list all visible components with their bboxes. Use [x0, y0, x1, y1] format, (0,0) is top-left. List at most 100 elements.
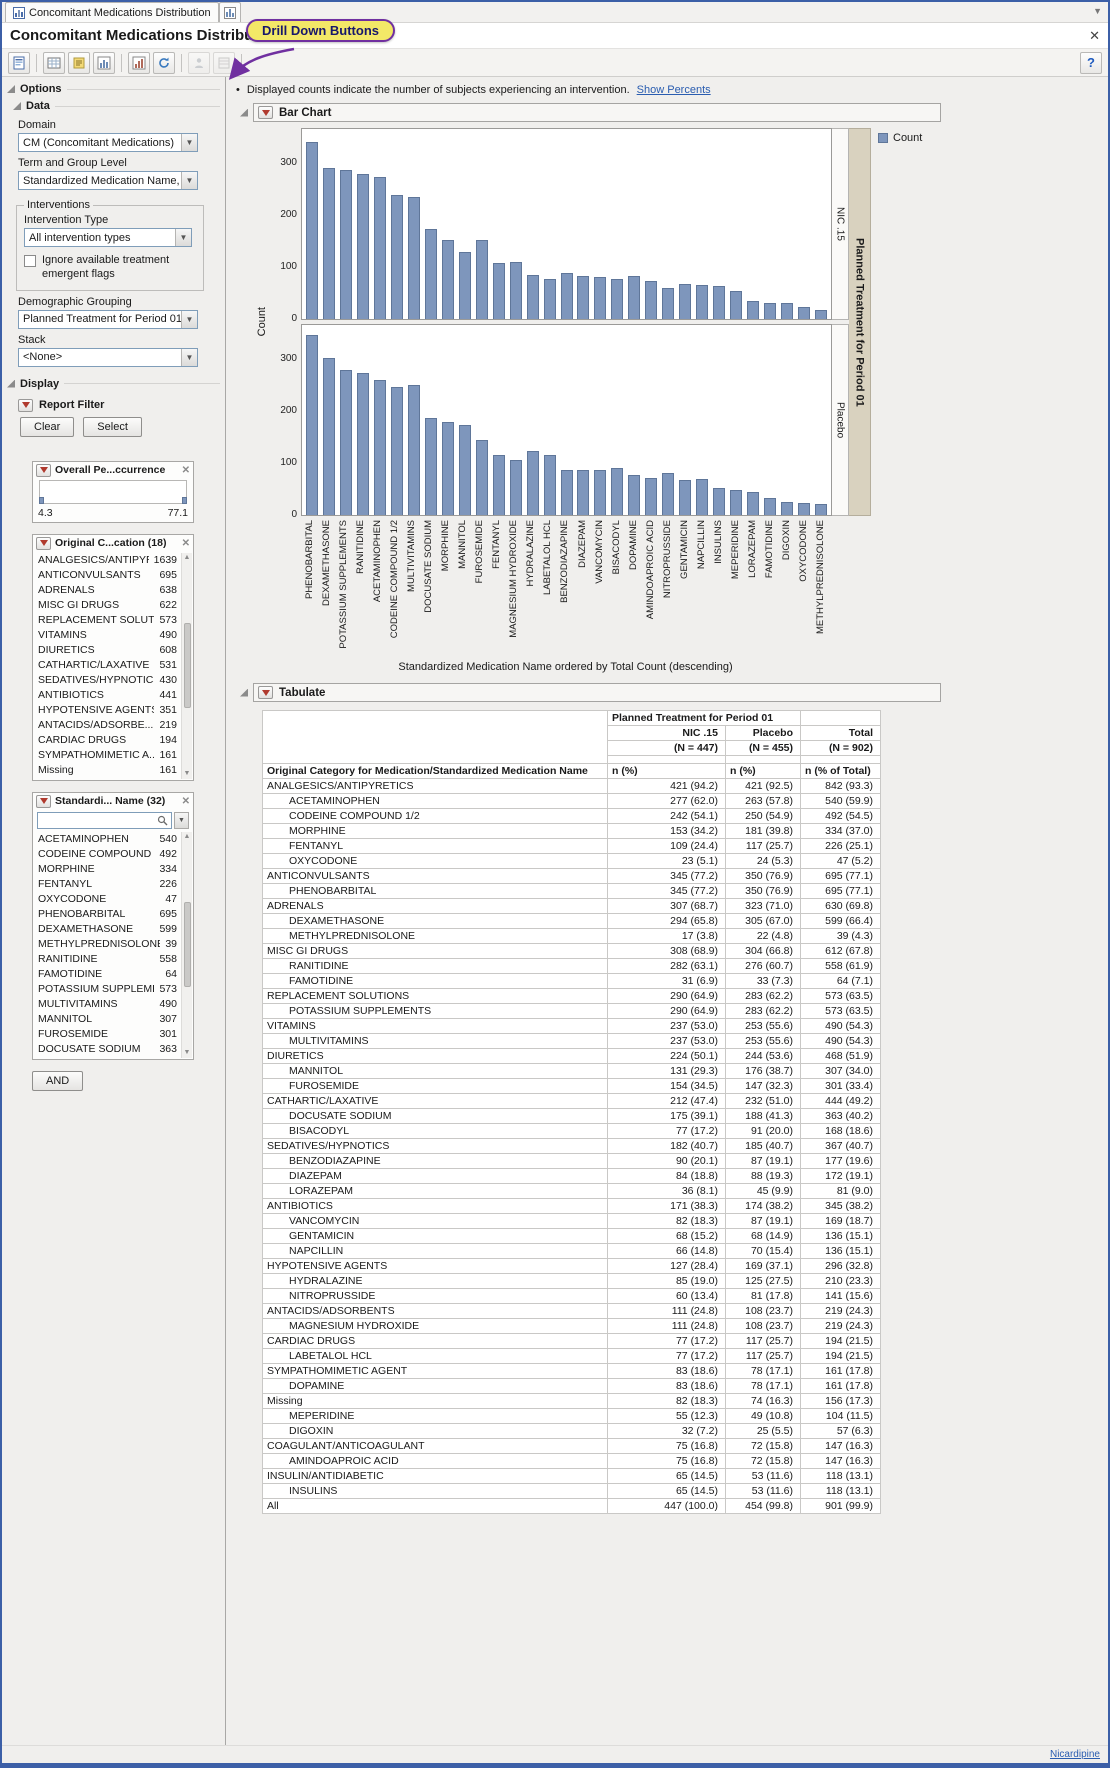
x-tick-label[interactable]: POTASSIUM SUPPLEMENTS — [338, 520, 349, 649]
bar-vancomycin[interactable] — [594, 276, 607, 319]
window-list-icon[interactable]: ▼ — [1093, 6, 1102, 16]
table-row[interactable]: VANCOMYCIN 82 (18.3) 87 (19.1) 169 (18.7) — [262, 1213, 881, 1229]
x-tick-label[interactable]: FENTANYL — [492, 520, 503, 569]
table-row[interactable]: SEDATIVES/HYPNOTICS 182 (40.7) 185 (40.7) 3… — [262, 1138, 881, 1154]
bar-magnesium-hydroxide[interactable] — [509, 459, 522, 515]
scroll-thumb[interactable] — [183, 622, 191, 709]
disclosure-icon[interactable] — [7, 85, 15, 93]
bar-dexamethasone[interactable] — [323, 358, 336, 515]
table-row[interactable]: ADRENALS 307 (68.7) 323 (71.0) 630 (69.8) — [262, 898, 881, 914]
scroll-thumb[interactable] — [183, 901, 191, 988]
filter-list-item[interactable]: RANITIDINE 558 — [38, 953, 177, 965]
bar-napcillin[interactable] — [696, 479, 709, 515]
bar-oxycodone[interactable] — [797, 307, 810, 319]
bar-morphine[interactable] — [441, 240, 454, 319]
table-row[interactable]: LABETALOL HCL 77 (17.2) 117 (25.7) 194 (21.… — [262, 1348, 881, 1364]
bar-dopamine[interactable] — [628, 276, 641, 319]
bar-oxycodone[interactable] — [797, 502, 810, 515]
bar-meperidine[interactable] — [729, 290, 742, 319]
filter-list-item[interactable]: ADRENALS 638 — [38, 584, 177, 596]
red-triangle-menu-icon[interactable] — [258, 686, 273, 699]
x-tick-label[interactable]: PHENOBARBITAL — [304, 520, 315, 600]
x-tick-label[interactable]: MAGNESIUM HYDROXIDE — [509, 520, 520, 638]
table-row[interactable]: GENTAMICIN 68 (15.2) 68 (14.9) 136 (15.1) — [262, 1228, 881, 1244]
x-tick-label[interactable]: VANCOMYCIN — [594, 520, 605, 584]
scrollbar[interactable]: ▲ ▼ — [181, 831, 192, 1058]
table-row[interactable]: HYPOTENSIVE AGENTS 127 (28.4) 169 (37.1) 29… — [262, 1258, 881, 1274]
bar-ranitidine[interactable] — [357, 174, 370, 319]
script-icon[interactable] — [128, 51, 150, 74]
x-tick-label[interactable]: ACETAMINOPHEN — [372, 520, 383, 603]
bar-panel-placebo[interactable] — [301, 324, 832, 516]
x-tick-label[interactable]: LABETALOL HCL — [543, 520, 554, 595]
clear-button[interactable]: Clear — [20, 416, 75, 437]
table-row[interactable]: NAPCILLIN 66 (14.8) 70 (15.4) 136 (15.1) — [262, 1243, 881, 1259]
help-icon[interactable]: ? — [1080, 51, 1102, 74]
bar-labetalol-hcl[interactable] — [543, 279, 556, 319]
x-tick-label[interactable]: LORAZEPAM — [748, 520, 759, 578]
x-tick-label[interactable]: GENTAMICIN — [679, 520, 690, 579]
close-icon[interactable]: ✕ — [181, 537, 190, 549]
bar-vancomycin[interactable] — [594, 470, 607, 515]
table-row[interactable]: AMINDOAPROIC ACID 75 (16.8) 72 (15.8) 147 (… — [262, 1453, 881, 1469]
close-icon[interactable]: ✕ — [1089, 27, 1100, 43]
red-triangle-menu-icon[interactable] — [36, 463, 51, 477]
x-tick-label[interactable]: MULTIVITAMINS — [406, 520, 417, 592]
bar-ranitidine[interactable] — [357, 373, 370, 515]
x-tick-label[interactable]: DIAZEPAM — [577, 520, 588, 568]
red-triangle-menu-icon[interactable] — [36, 794, 51, 808]
scroll-up-icon[interactable]: ▲ — [183, 553, 191, 561]
table-row[interactable]: RANITIDINE 282 (63.1) 276 (60.7) 558 (61.9) — [262, 958, 881, 974]
table-row[interactable]: COAGULANT/ANTICOAGULANT 75 (16.8) 72 (15.8… — [262, 1438, 881, 1454]
scroll-up-icon[interactable]: ▲ — [183, 832, 191, 840]
table-row[interactable]: OXYCODONE 23 (5.1) 24 (5.3) 47 (5.2) — [262, 853, 881, 869]
range-handle-max[interactable] — [182, 496, 187, 504]
filter-list-item[interactable]: MANNITOL 307 — [38, 1013, 177, 1025]
filter-list-item[interactable]: ANTIBIOTICS 441 — [38, 689, 177, 701]
bar-diazepam[interactable] — [577, 275, 590, 319]
domain-select[interactable]: CM (Concomitant Medications) ▼ — [18, 133, 198, 152]
table-row[interactable]: DIURETICS 224 (50.1) 244 (53.6) 468 (51.9) — [262, 1048, 881, 1064]
bar-furosemide[interactable] — [475, 439, 488, 515]
table-row[interactable]: ANALGESICS/ANTIPYRETICS 421 (94.2) 421 (92… — [262, 778, 881, 794]
x-tick-label[interactable]: OXYCODONE — [799, 520, 810, 582]
bar-panel-nic[interactable] — [301, 128, 832, 320]
bar-codeine-compound-1-2[interactable] — [391, 386, 404, 515]
scroll-down-icon[interactable]: ▼ — [183, 1049, 191, 1057]
filter-list-item[interactable]: FUROSEMIDE 301 — [38, 1028, 177, 1040]
table-row[interactable]: ACETAMINOPHEN 277 (62.0) 263 (57.8) 540 (59… — [262, 793, 881, 809]
bar-acetaminophen[interactable] — [374, 176, 387, 319]
table-row[interactable]: BISACODYL 77 (17.2) 91 (20.0) 168 (18.6) — [262, 1123, 881, 1139]
bar-phenobarbital[interactable] — [306, 141, 319, 319]
close-icon[interactable]: ✕ — [181, 464, 190, 476]
search-options-icon[interactable]: ▼ — [174, 811, 189, 829]
filter-list-item[interactable]: DIURETICS 608 — [38, 644, 177, 656]
bar-digoxin[interactable] — [780, 502, 793, 515]
table-row[interactable]: MANNITOL 131 (29.3) 176 (38.7) 307 (34.0) — [262, 1063, 881, 1079]
bar-morphine[interactable] — [441, 422, 454, 515]
scroll-down-icon[interactable]: ▼ — [183, 770, 191, 778]
bar-gentamicin[interactable] — [679, 284, 692, 319]
show-percents-link[interactable]: Show Percents — [636, 84, 711, 96]
filter-list-item[interactable]: Missing 161 — [38, 764, 177, 776]
table-row[interactable]: FUROSEMIDE 154 (34.5) 147 (32.3) 301 (33.4) — [262, 1078, 881, 1094]
stack-select[interactable]: <None> ▼ — [18, 347, 198, 367]
bar-dexamethasone[interactable] — [323, 168, 336, 319]
x-tick-label[interactable]: DIGOXIN — [782, 520, 793, 561]
tab-concomitant-medications[interactable]: Concomitant Medications Distribution — [5, 2, 219, 22]
intervention-type-select[interactable]: All intervention types ▼ — [24, 228, 192, 247]
filter-list-item[interactable]: CATHARTIC/LAXATIVE 531 — [38, 659, 177, 671]
bar-methylprednisolone[interactable] — [814, 310, 827, 319]
table-row[interactable]: DOCUSATE SODIUM 175 (39.1) 188 (41.3) 363 (… — [262, 1108, 881, 1124]
table-row[interactable]: REPLACEMENT SOLUTIONS 290 (64.9) 283 (62.2… — [262, 988, 881, 1004]
table-row[interactable]: Missing 82 (18.3) 74 (16.3) 156 (17.3) — [262, 1393, 881, 1409]
bar-benzodiazapine[interactable] — [560, 272, 573, 319]
x-tick-label[interactable]: CODEINE COMPOUND 1/2 — [389, 520, 400, 639]
chevron-down-icon[interactable]: ▼ — [181, 134, 197, 151]
table-row[interactable]: HYDRALAZINE 85 (19.0) 125 (27.5) 210 (23.3) — [262, 1273, 881, 1289]
bar-famotidine[interactable] — [763, 498, 776, 515]
bar-potassium-supplements[interactable] — [340, 369, 353, 515]
data-table-icon[interactable] — [43, 51, 65, 74]
table-row[interactable]: MORPHINE 153 (34.2) 181 (39.8) 334 (37.0) — [262, 823, 881, 839]
bar-fentanyl[interactable] — [492, 454, 505, 515]
